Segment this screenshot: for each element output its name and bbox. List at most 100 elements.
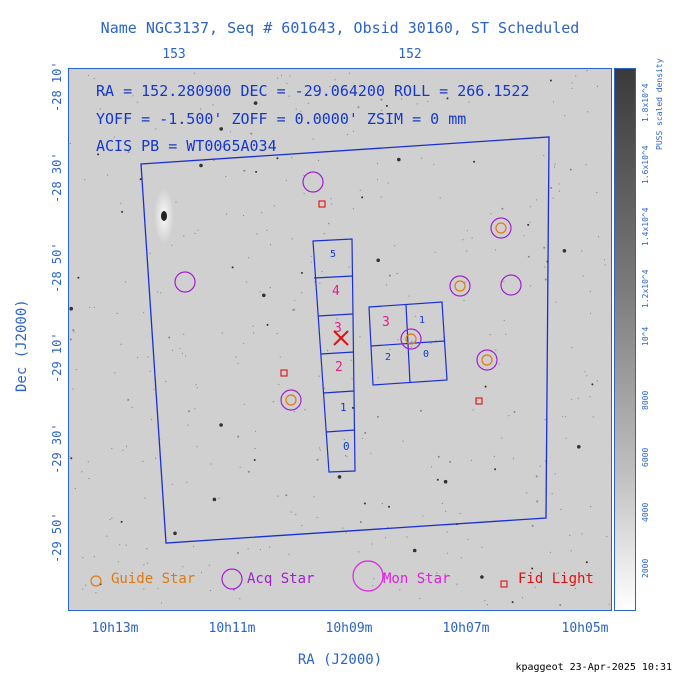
background-star [387, 526, 389, 528]
background-star [84, 179, 86, 181]
background-star [535, 199, 538, 201]
background-star [549, 79, 552, 82]
background-star [146, 562, 149, 564]
background-star [212, 497, 217, 502]
colorbar-label: PUSS scaled density [655, 58, 664, 150]
background-star [239, 466, 241, 468]
dec-tick-label: -29 10' [50, 332, 64, 383]
ra-tick-label: 10h05m [561, 621, 609, 636]
background-star [261, 211, 263, 214]
background-star [107, 174, 109, 176]
background-star [584, 371, 586, 373]
background-star [564, 115, 566, 117]
background-star [301, 292, 303, 294]
background-star [521, 597, 524, 599]
background-star [586, 375, 588, 377]
background-star [266, 229, 268, 231]
background-star [218, 497, 220, 499]
background-star [557, 572, 559, 574]
background-star [212, 84, 214, 86]
background-star [259, 291, 261, 293]
background-star [157, 291, 159, 293]
background-star [434, 251, 436, 253]
background-star [571, 87, 573, 89]
background-star [74, 487, 76, 490]
guide-star-marker [405, 333, 417, 345]
background-star [376, 415, 379, 418]
background-star [467, 92, 469, 94]
legend-fid-label: Fid Light [518, 571, 594, 587]
background-star [443, 610, 444, 611]
background-star [231, 266, 234, 269]
background-star [259, 548, 261, 550]
acq-stars [174, 171, 522, 411]
background-star [575, 75, 577, 77]
pointing-info-line2: YOFF = -1.500' ZOFF = 0.0000' ZSIM = 0 m… [96, 110, 467, 128]
background-star [523, 235, 525, 237]
background-star [481, 546, 483, 548]
background-star [380, 98, 383, 101]
background-star [408, 295, 410, 297]
background-star [570, 550, 572, 552]
background-star [183, 333, 185, 335]
guide-star-marker [285, 394, 297, 406]
background-star [556, 572, 558, 575]
background-star [446, 97, 449, 100]
background-star [146, 548, 148, 550]
background-star [183, 235, 185, 237]
aimpoint-x-marker [333, 330, 349, 346]
background-star [106, 535, 108, 537]
background-star [527, 255, 530, 258]
background-star [255, 170, 258, 173]
background-star [82, 588, 84, 590]
background-star [501, 437, 503, 439]
background-star [212, 104, 214, 106]
background-star [571, 82, 573, 84]
background-star [111, 447, 113, 449]
acq-star-marker [280, 389, 302, 411]
background-star [131, 406, 133, 408]
guide-star-marker [481, 354, 493, 366]
background-star [346, 455, 348, 457]
fid-light-marker [280, 369, 288, 377]
background-star [113, 136, 115, 138]
acis-s-chips [312, 238, 356, 473]
background-star [364, 431, 367, 434]
background-star [486, 604, 488, 606]
background-star [243, 214, 245, 217]
colorbar-tick: 1.4x10^4 [641, 207, 650, 246]
background-star [155, 457, 157, 459]
background-star [288, 95, 290, 97]
background-star [596, 191, 598, 194]
background-star [530, 285, 532, 287]
background-star [319, 447, 321, 449]
background-star [255, 430, 257, 432]
background-star [291, 238, 293, 240]
chip-label: 3 [382, 315, 390, 330]
background-star [93, 306, 95, 308]
background-star [565, 437, 567, 439]
background-star [253, 101, 258, 105]
ra-tick-label: 10h09m [325, 621, 373, 636]
background-star [121, 210, 124, 213]
background-star [361, 196, 364, 199]
background-star [276, 333, 278, 335]
background-star [569, 534, 571, 536]
background-star [401, 98, 403, 100]
background-star [581, 250, 583, 252]
background-star [93, 556, 95, 558]
background-star [551, 493, 553, 495]
background-star [562, 249, 567, 253]
background-star [369, 121, 371, 123]
legend-guide-label: Guide Star [111, 571, 196, 587]
background-star [359, 189, 361, 191]
background-star [596, 380, 599, 382]
background-star [587, 111, 589, 113]
background-star [279, 356, 281, 358]
colorbar-tick: 6000 [641, 447, 650, 467]
background-star [243, 403, 245, 405]
background-star [72, 388, 74, 390]
background-star [604, 264, 606, 266]
background-star [589, 291, 591, 293]
background-star [462, 239, 464, 241]
